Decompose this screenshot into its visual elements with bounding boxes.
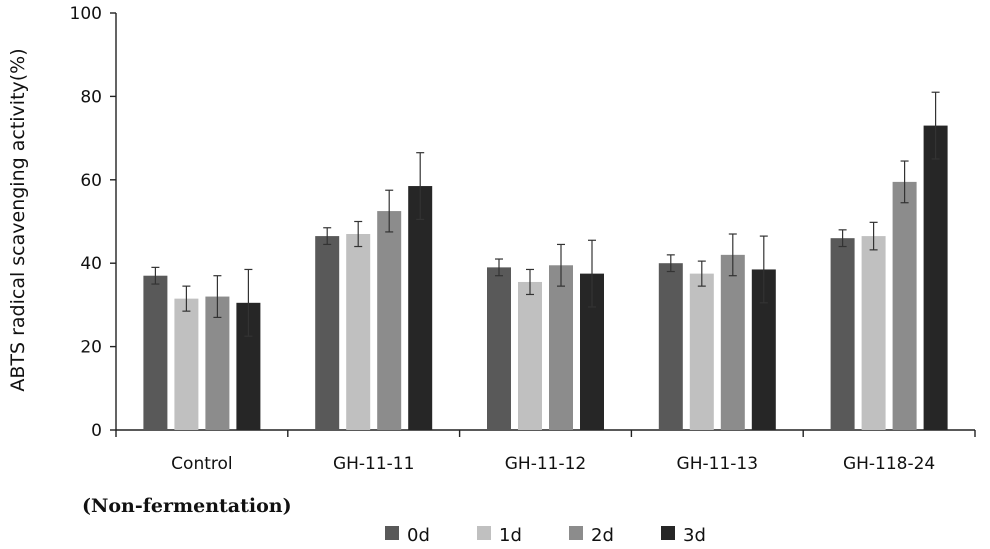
bar-1d-GH-118-24 <box>861 236 886 430</box>
bar-2d-Control <box>205 296 230 430</box>
bar-1d-GH-11-12 <box>518 281 542 430</box>
legend-label-3d: 3d <box>683 525 706 546</box>
legend-label-0d: 0d <box>407 525 430 546</box>
bar-1d-GH-11-11 <box>346 234 371 430</box>
bar-1d-Control <box>174 298 199 430</box>
y-tick-label: 100 <box>70 4 102 24</box>
bar-0d-Control <box>143 275 168 430</box>
x-tick-label: GH-11-11 <box>333 454 415 474</box>
x-axis: Control GH-11-11 GH-11-12 GH-11-13 GH-118-24 <box>115 429 976 474</box>
x-tick-label: GH-118-24 <box>843 454 935 474</box>
legend-swatch-0d <box>385 526 399 540</box>
bar-3d-GH-11-11 <box>408 186 433 430</box>
y-tick-label: 20 <box>80 338 102 358</box>
bars-group <box>143 91 948 430</box>
bar-2d-GH-11-11 <box>377 211 402 430</box>
legend-label-2d: 2d <box>591 525 614 546</box>
x-tick-label: GH-11-13 <box>677 454 759 474</box>
legend-swatch-3d <box>661 526 675 540</box>
bar-2d-GH-11-13 <box>720 254 745 430</box>
non-fermentation-note: (Non-fermentation) <box>82 495 292 517</box>
legend-swatch-2d <box>569 526 583 540</box>
bar-2d-GH-118-24 <box>892 181 917 430</box>
x-tick-label: Control <box>171 454 232 474</box>
bar-0d-GH-11-11 <box>315 236 340 430</box>
bar-2d-GH-11-12 <box>549 265 573 430</box>
legend-label-1d: 1d <box>499 525 522 546</box>
bar-3d-GH-118-24 <box>923 125 948 430</box>
y-tick-label: 40 <box>80 254 102 274</box>
bar-0d-GH-11-12 <box>487 267 511 430</box>
y-tick-label: 0 <box>91 421 102 441</box>
x-tick-label: GH-11-12 <box>505 454 587 474</box>
y-tick-label: 60 <box>80 171 102 191</box>
bar-1d-GH-11-13 <box>689 273 714 430</box>
bar-0d-GH-118-24 <box>830 238 855 430</box>
y-axis: 0 20 40 60 80 100 <box>70 4 117 441</box>
y-axis-title: ABTS radical scavenging activity(%) <box>7 48 29 391</box>
bar-0d-GH-11-13 <box>658 263 683 430</box>
y-tick-label: 80 <box>80 87 102 107</box>
legend: 0d 1d 2d 3d <box>385 525 706 546</box>
legend-swatch-1d <box>477 526 491 540</box>
